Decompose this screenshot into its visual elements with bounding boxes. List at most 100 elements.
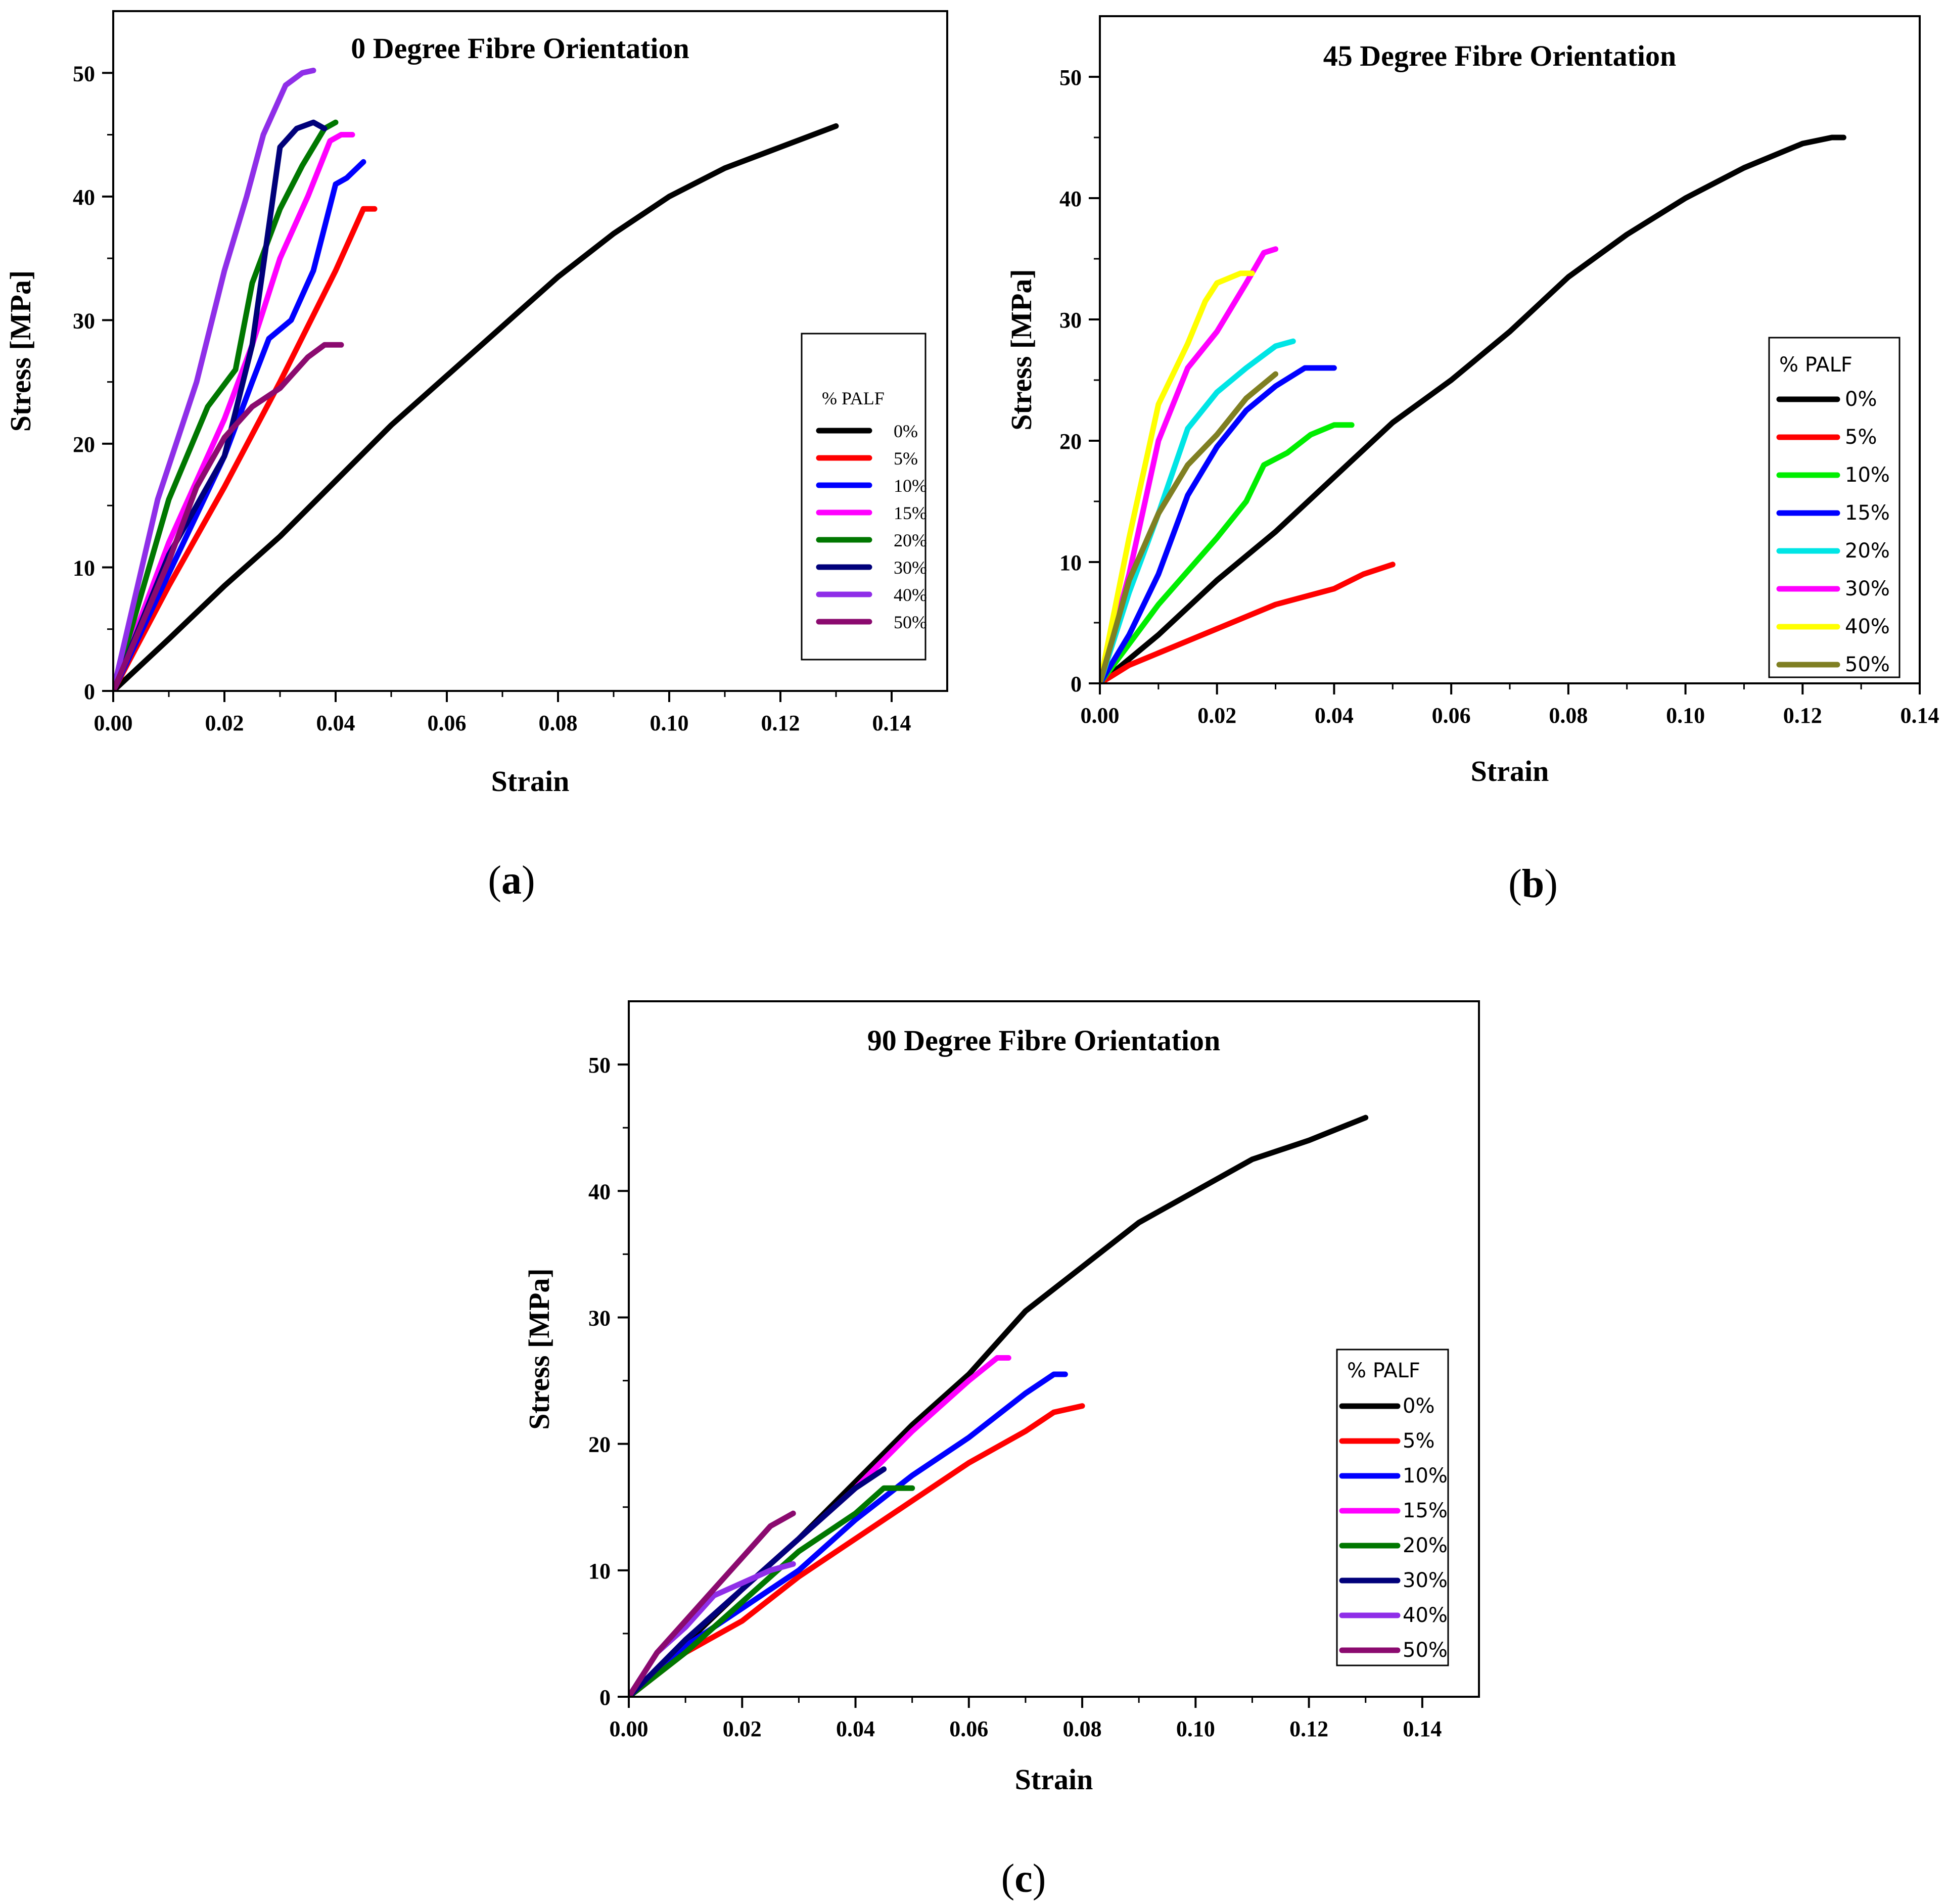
legend-label: 40% <box>1403 1604 1448 1627</box>
x-tick-label: 0.10 <box>650 711 689 735</box>
y-tick-label: 30 <box>73 308 95 333</box>
y-tick-label: 50 <box>1059 65 1082 90</box>
series-line-30pct <box>629 1466 887 1697</box>
series-lines <box>113 67 839 691</box>
y-tick-label: 40 <box>73 185 95 210</box>
plot-frame <box>628 1000 1480 1698</box>
x-tick-label: 0.04 <box>316 711 355 735</box>
y-axis-label: Stress [MPa] <box>523 1268 555 1429</box>
series-line-5pct <box>113 206 378 691</box>
legend-label: 20% <box>894 530 927 550</box>
x-axis-label: Strain <box>1471 755 1549 787</box>
panel-paren-open: ( <box>1001 1856 1015 1901</box>
y-tick-label: 0 <box>1071 672 1082 696</box>
legend-label: 0% <box>1403 1395 1434 1418</box>
legend-label: 10% <box>894 476 927 496</box>
y-tick-label: 10 <box>73 555 95 580</box>
panel-letter: b <box>1522 862 1545 906</box>
x-tick-label: 0.04 <box>836 1716 875 1741</box>
x-tick-label: 0.12 <box>761 711 800 735</box>
y-tick-label: 50 <box>588 1053 611 1078</box>
legend-label: 15% <box>1403 1499 1448 1522</box>
y-tick-label: 10 <box>588 1559 611 1584</box>
y-tick-label: 30 <box>1059 308 1082 333</box>
legend: % PALF 0% 5% 10% 15% 20% 30% 40% 50% <box>1336 1349 1449 1666</box>
legend-label: 15% <box>1845 501 1890 525</box>
series-line-50pct <box>1100 371 1279 683</box>
y-tick-label: 20 <box>588 1432 611 1457</box>
series-line-10pct <box>113 159 366 691</box>
legend-label: 30% <box>894 558 927 578</box>
series-line-15pct <box>113 132 355 691</box>
legend-label: 0% <box>1845 388 1877 411</box>
legend-label: 5% <box>1845 426 1877 449</box>
y-tick-label: 20 <box>73 432 95 457</box>
panel-letter: a <box>501 858 522 903</box>
x-tick-label: 0.14 <box>1403 1716 1442 1741</box>
y-axis-label: Stress [MPa] <box>1005 269 1038 430</box>
panel-paren-close: ) <box>1544 862 1558 906</box>
x-tick-label: 0.10 <box>1176 1716 1215 1741</box>
series-line-30pct <box>1100 246 1279 683</box>
panel-label: (a) <box>488 858 535 903</box>
x-tick-label: 0.10 <box>1666 703 1705 728</box>
x-axis-ticks: 0.00 0.02 0.04 0.06 0.08 0.10 0.12 0.14 <box>94 691 911 735</box>
x-tick-label: 0.00 <box>610 1716 648 1741</box>
plot-frame <box>112 10 948 692</box>
x-tick-label: 0.14 <box>872 711 911 735</box>
y-tick-label: 20 <box>1059 429 1082 454</box>
chart-title: 90 Degree Fibre Orientation <box>867 1024 1221 1057</box>
legend-label: 15% <box>894 503 927 523</box>
legend: % PALF 0% 5% 10% 15% 20% 30% 40% 50% <box>801 333 927 661</box>
x-tick-label: 0.02 <box>205 711 244 735</box>
series-line-5pct <box>1100 562 1396 683</box>
x-tick-label: 0.00 <box>1081 703 1120 728</box>
x-tick-label: 0.08 <box>1549 703 1588 728</box>
legend-title: % PALF <box>822 388 885 408</box>
series-line-40pct <box>113 67 316 691</box>
legend-label: 30% <box>1403 1569 1448 1592</box>
series-line-20pct <box>113 119 339 691</box>
panel-paren-close: ) <box>522 858 535 903</box>
y-axis-ticks: 0 10 20 30 40 50 <box>73 61 113 704</box>
legend-label: 5% <box>894 448 918 469</box>
y-axis-ticks: 0 10 20 30 40 50 <box>588 1053 629 1710</box>
series-line-50pct <box>629 1510 796 1697</box>
y-tick-label: 40 <box>588 1179 611 1204</box>
series-line-20pct <box>629 1485 915 1697</box>
x-tick-label: 0.06 <box>428 711 467 735</box>
legend: % PALF 0% 5% 10% 15% 20% 30% 40% 50% <box>1768 337 1901 678</box>
series-line-20pct <box>1100 338 1296 683</box>
x-tick-label: 0.00 <box>94 711 133 735</box>
legend-label: 20% <box>1403 1534 1448 1557</box>
x-tick-label: 0.06 <box>1432 703 1471 728</box>
y-axis-label: Stress [MPa] <box>4 270 37 432</box>
y-tick-label: 10 <box>1059 550 1082 575</box>
legend-label: 40% <box>1845 615 1890 638</box>
x-tick-label: 0.04 <box>1315 703 1354 728</box>
y-axis-ticks: 0 10 20 30 40 50 <box>1059 65 1100 696</box>
series-line-40pct <box>1100 270 1255 683</box>
panel-paren-open: ( <box>488 858 501 903</box>
y-tick-label: 0 <box>84 679 95 704</box>
x-tick-label: 0.08 <box>1063 1716 1102 1741</box>
legend-title: % PALF <box>1347 1359 1420 1382</box>
series-lines <box>629 1114 1369 1697</box>
series-line-0pct <box>1100 134 1846 683</box>
y-tick-label: 40 <box>1059 187 1082 211</box>
x-tick-label: 0.08 <box>539 711 578 735</box>
y-tick-label: 0 <box>599 1685 611 1710</box>
x-tick-label: 0.14 <box>1901 703 1939 728</box>
legend-label: 5% <box>1403 1429 1434 1453</box>
series-line-0pct <box>113 123 839 691</box>
chart-title: 45 Degree Fibre Orientation <box>1323 39 1677 72</box>
x-tick-label: 0.12 <box>1289 1716 1328 1741</box>
y-tick-label: 30 <box>588 1306 611 1330</box>
legend-label: 30% <box>1845 577 1890 600</box>
x-tick-label: 0.06 <box>949 1716 988 1741</box>
legend-label: 10% <box>1845 463 1890 487</box>
panel-label: (c) <box>1001 1856 1046 1901</box>
